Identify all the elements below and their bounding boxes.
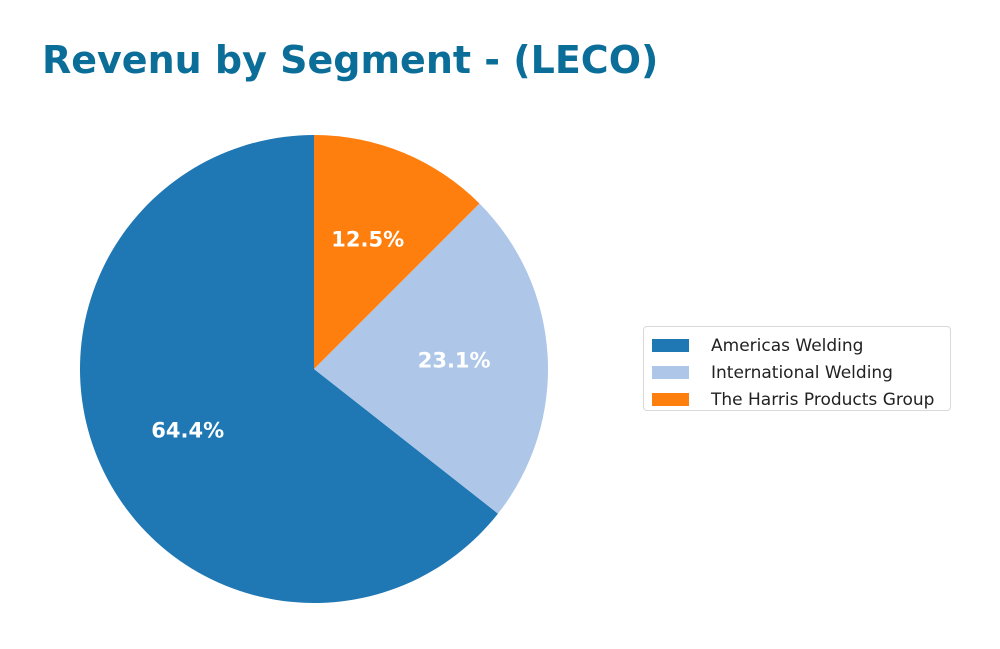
legend-swatch: [652, 366, 689, 379]
legend-swatch: [652, 339, 689, 352]
pie-slice-international-welding: [314, 203, 549, 514]
legend-item-international-welding: International Welding: [652, 359, 950, 386]
legend-label: International Welding: [711, 362, 893, 383]
chart-title: Revenu by Segment - (LECO): [42, 38, 659, 82]
pie-value-label: 64.4%: [151, 418, 224, 442]
pie-value-label: 12.5%: [331, 227, 404, 251]
legend-item-harris-products-group: The Harris Products Group: [652, 386, 950, 413]
legend-item-americas-welding: Americas Welding: [652, 332, 950, 359]
legend: Americas Welding International Welding T…: [643, 326, 951, 411]
legend-label: Americas Welding: [711, 335, 864, 356]
pie-slice-americas-welding: [80, 135, 498, 603]
legend-swatch: [652, 393, 689, 406]
pie-slice-the-harris-products-group: [314, 135, 480, 369]
pie-value-label: 23.1%: [418, 349, 491, 373]
legend-label: The Harris Products Group: [711, 389, 935, 410]
